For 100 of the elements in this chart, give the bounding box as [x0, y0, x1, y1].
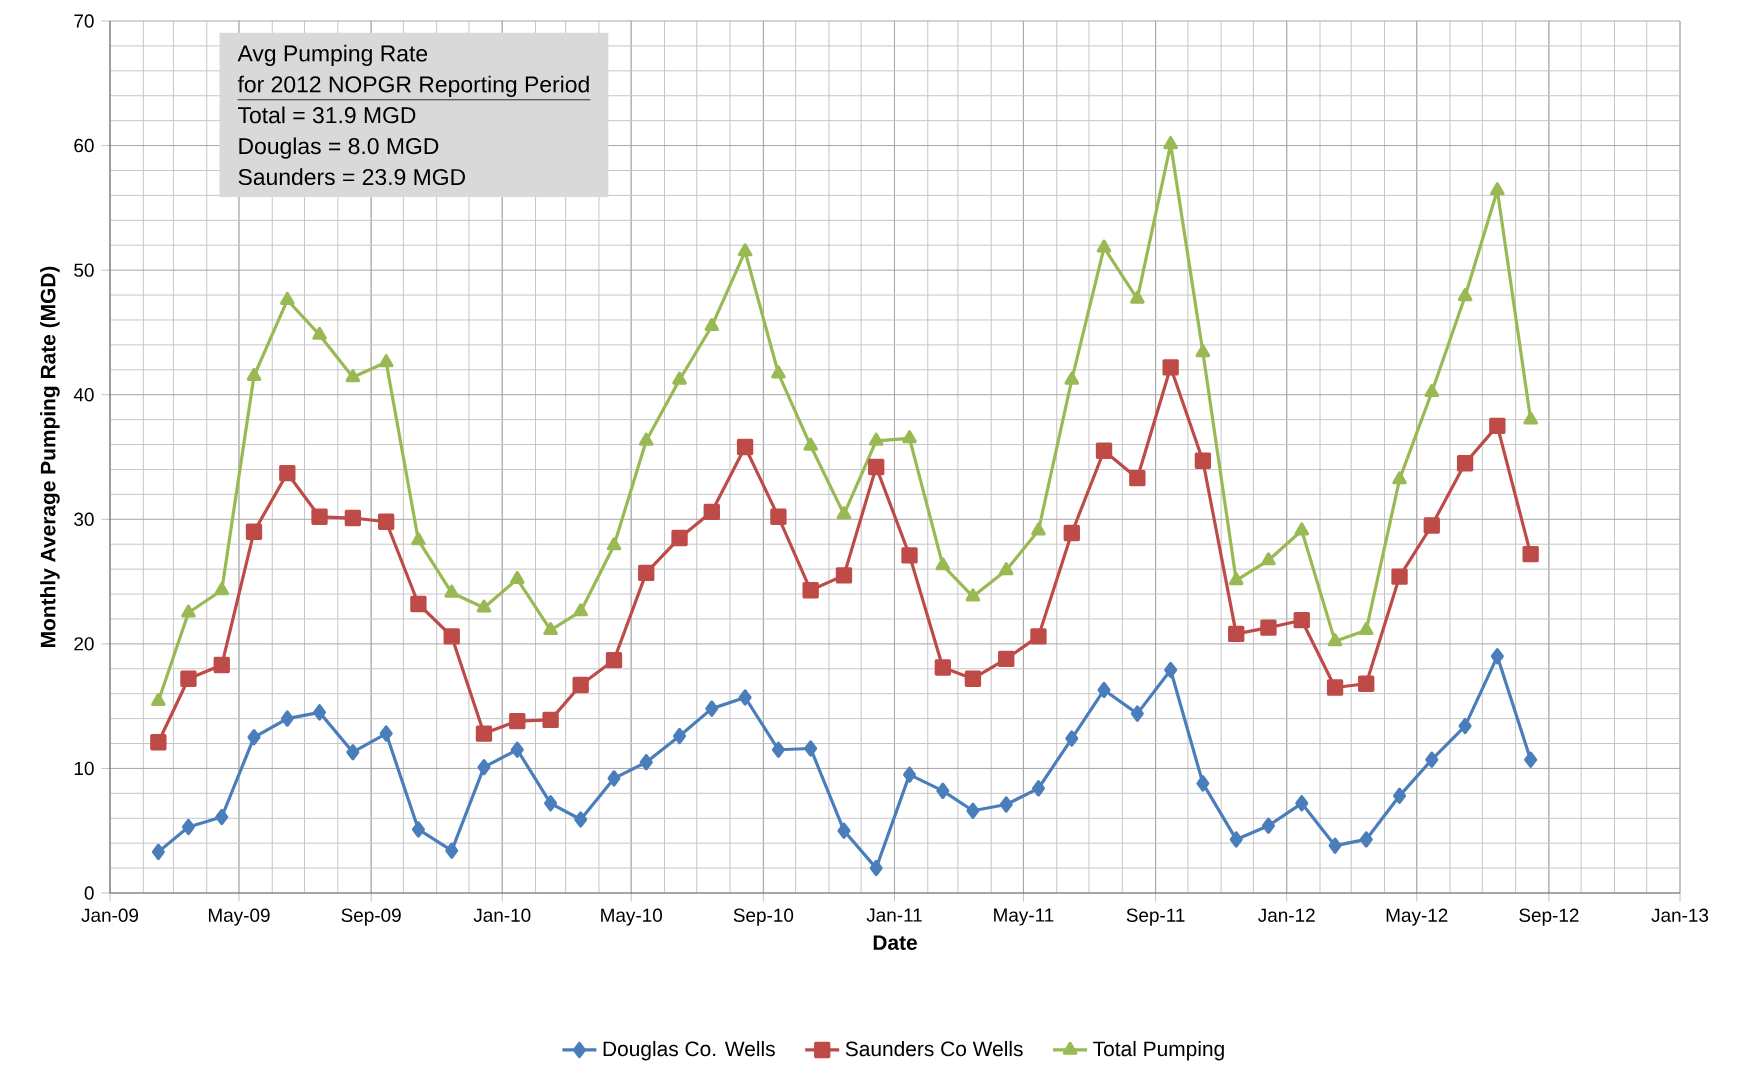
point: [378, 513, 395, 530]
point: [279, 465, 296, 482]
point: [1031, 780, 1046, 797]
point: [1261, 817, 1275, 834]
point: [868, 458, 885, 476]
point: [1524, 751, 1538, 768]
point: [1326, 679, 1344, 696]
point: [151, 843, 165, 861]
point: [736, 438, 754, 456]
x-tick-label: Jan-12: [1258, 908, 1315, 922]
y-tick-label: 30: [74, 512, 94, 526]
point: [411, 821, 425, 838]
point: [214, 582, 230, 596]
point: [1328, 837, 1342, 854]
point: [1065, 730, 1079, 747]
point: [247, 729, 261, 746]
x-axis-title: Date: [873, 935, 917, 950]
point: [346, 744, 360, 761]
point: [150, 734, 167, 751]
y-tick-label: 40: [73, 388, 94, 402]
point: [671, 529, 688, 547]
x-tick-label: Jan-13: [1651, 908, 1709, 922]
point: [771, 365, 786, 379]
point: [673, 727, 687, 745]
point: [509, 570, 525, 584]
point: [181, 604, 196, 618]
point: [181, 818, 195, 836]
point: [1359, 831, 1373, 848]
point: [345, 369, 361, 383]
y-tick-label: 0: [84, 886, 94, 900]
point: [704, 318, 720, 332]
point: [151, 692, 166, 707]
point: [213, 656, 230, 674]
point: [1130, 290, 1145, 304]
point: [477, 759, 491, 776]
point: [444, 584, 460, 598]
point: [475, 725, 493, 742]
point: [1228, 625, 1245, 643]
point: [1063, 524, 1080, 542]
point: [934, 659, 952, 676]
point: [311, 508, 328, 525]
point: [1130, 705, 1144, 722]
point: [1030, 628, 1047, 645]
point: [606, 537, 622, 551]
x-tick-label: Sep-12: [1519, 908, 1579, 926]
point: [1392, 471, 1407, 485]
point: [476, 599, 492, 613]
y-axis-title: Monthly Average Pumping Rate (MGD): [40, 266, 60, 647]
point: [803, 437, 818, 451]
point: [542, 711, 559, 729]
point: [574, 811, 588, 828]
point: [245, 523, 263, 540]
point: [1490, 182, 1505, 196]
point: [869, 859, 883, 877]
x-tick-label: May-10: [601, 908, 662, 926]
point: [312, 326, 327, 340]
point: [964, 670, 982, 687]
point: [1162, 359, 1179, 376]
annotation: for 2012 NOPGR Reporting Period: [237, 75, 589, 97]
y-tick-label: 10: [74, 761, 94, 776]
point: [1423, 517, 1440, 534]
point: [998, 650, 1015, 667]
point: [902, 766, 917, 783]
point: [965, 588, 981, 602]
x-tick-label: May-09: [208, 908, 270, 926]
annotation: Douglas = 8.0 MGD: [239, 137, 439, 159]
point: [280, 710, 294, 727]
point: [605, 651, 623, 669]
point: [411, 532, 426, 546]
point: [1489, 417, 1506, 435]
point: [703, 503, 720, 520]
annotation: Avg Pumping Rate: [237, 44, 428, 67]
point: [1195, 344, 1211, 358]
x-tick-label: Jan-09: [81, 908, 139, 922]
point: [737, 243, 753, 257]
y-tick-label: 20: [74, 637, 94, 651]
point: [1228, 572, 1244, 586]
point: [802, 582, 819, 599]
annotation: Saunders = 23.9 MGD: [238, 168, 466, 186]
x-tick-label: May-12: [1386, 908, 1448, 926]
point: [1261, 552, 1276, 566]
point: [379, 725, 393, 742]
point: [998, 562, 1014, 576]
point: [868, 432, 884, 446]
point: [1064, 371, 1080, 385]
point: [1295, 795, 1309, 812]
point: [607, 770, 621, 787]
point: [738, 689, 752, 706]
point: [1293, 612, 1310, 629]
point: [1164, 661, 1178, 679]
point: [1327, 633, 1343, 647]
point: [936, 782, 950, 800]
point: [378, 354, 394, 368]
x-tick-label: Sep-11: [1126, 908, 1185, 926]
point: [1522, 545, 1539, 563]
point: [1523, 411, 1538, 425]
y-tick-label: 50: [74, 263, 94, 277]
point: [344, 509, 362, 527]
point: [1260, 619, 1277, 636]
x-tick-label: Jan-11: [866, 908, 922, 922]
